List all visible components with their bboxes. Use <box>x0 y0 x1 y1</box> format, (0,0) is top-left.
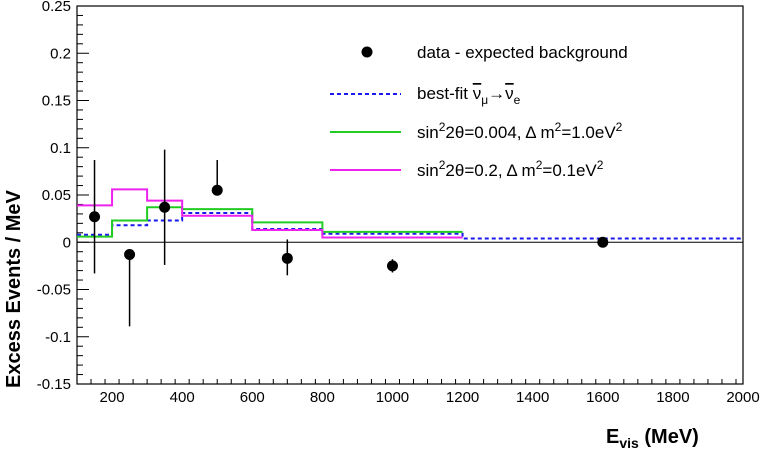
data-points-layer <box>89 149 609 327</box>
y-tick-label: 0.1 <box>50 140 71 157</box>
x-tick-label: 400 <box>170 389 195 406</box>
y-tick-label: -0.15 <box>37 376 71 393</box>
y-tick-label: -0.05 <box>37 282 71 299</box>
y-tick-label: 0.2 <box>50 45 71 62</box>
legend-label-best-fit: best-fit νμ→νe <box>417 84 521 107</box>
axis-ticks <box>76 5 737 385</box>
y-tick-label: -0.1 <box>45 329 71 346</box>
data-point <box>159 201 171 213</box>
data-point <box>124 249 136 261</box>
x-tick-label: 200 <box>100 389 125 406</box>
x-tick-label: 1600 <box>586 389 619 406</box>
y-tick-label: 0.05 <box>42 187 71 204</box>
series-line-0 <box>77 211 743 240</box>
series-layer <box>77 188 743 240</box>
legend: data - expected background best-fit νμ→ν… <box>330 43 628 180</box>
legend-marker-data <box>361 46 373 58</box>
data-point <box>386 260 398 272</box>
x-tick-label: 600 <box>240 389 265 406</box>
y-axis-title: Excess Events / MeV <box>3 189 25 388</box>
x-tick-label: 1200 <box>446 389 479 406</box>
x-tick-label: 800 <box>310 389 335 406</box>
series-line-1 <box>77 206 463 238</box>
data-point <box>281 252 293 264</box>
data-point <box>211 184 223 196</box>
legend-label-data: data - expected background <box>417 43 628 62</box>
data-point <box>597 236 609 248</box>
y-tick-label: 0 <box>63 234 71 251</box>
y-tick-label: 0.15 <box>42 93 71 110</box>
legend-label-sin22theta-0.2: sin22θ=0.2, Δ m2=0.1eV2 <box>417 158 604 180</box>
x-tick-label: 1000 <box>376 389 409 406</box>
x-tick-label: 1400 <box>516 389 549 406</box>
series-line-2 <box>77 188 463 239</box>
x-tick-label: 2000 <box>726 389 759 406</box>
x-tick-label: 1800 <box>656 389 689 406</box>
legend-label-sin22theta-0.004: sin22θ=0.004, Δ m2=1.0eV2 <box>417 120 623 142</box>
plot-frame <box>76 5 744 385</box>
y-tick-label: 0.25 <box>42 0 71 15</box>
axis-tick-labels: 200 400 600 800 1000 1200 1400 1600 1800 2000 -0.1… <box>37 0 760 406</box>
data-point <box>89 211 101 223</box>
x-axis-title: Evis (MeV) <box>606 426 699 450</box>
